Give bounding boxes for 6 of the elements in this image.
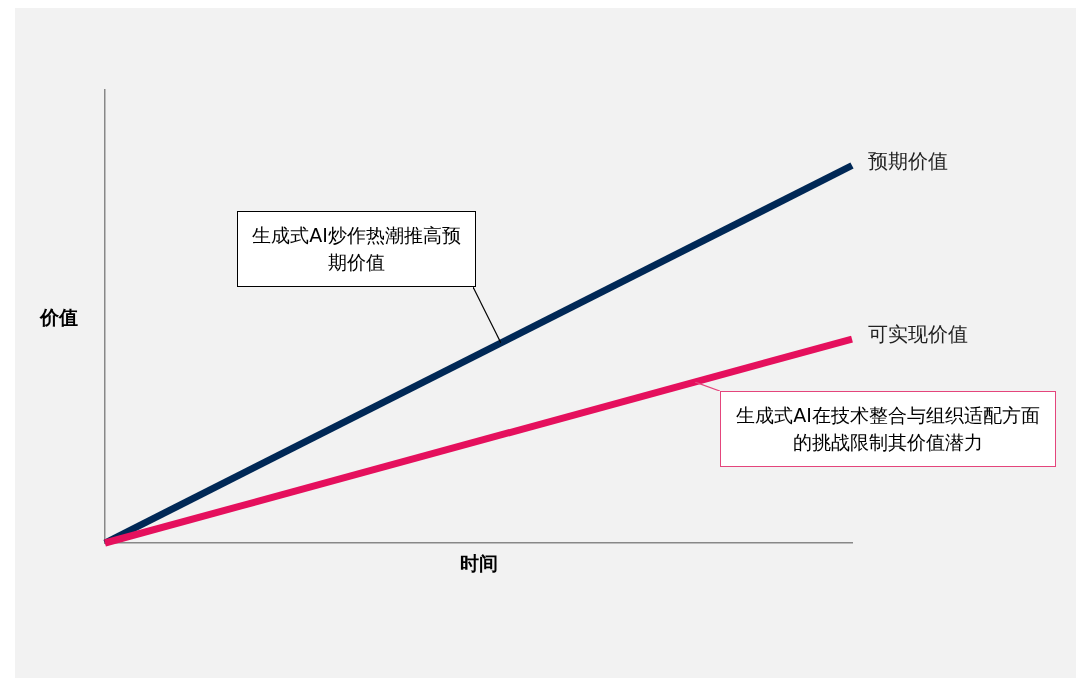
series-label: 预期价值 xyxy=(868,148,948,173)
annotation: 生成式AI炒作热潮推高预期价值 xyxy=(237,211,476,287)
series-label: 可实现价值 xyxy=(868,322,968,347)
annotation: 生成式AI在技术整合与组织适配方面的挑战限制其价值潜力 xyxy=(720,391,1056,467)
x-axis-title: 时间 xyxy=(459,551,498,576)
y-axis-title: 价值 xyxy=(40,304,78,330)
